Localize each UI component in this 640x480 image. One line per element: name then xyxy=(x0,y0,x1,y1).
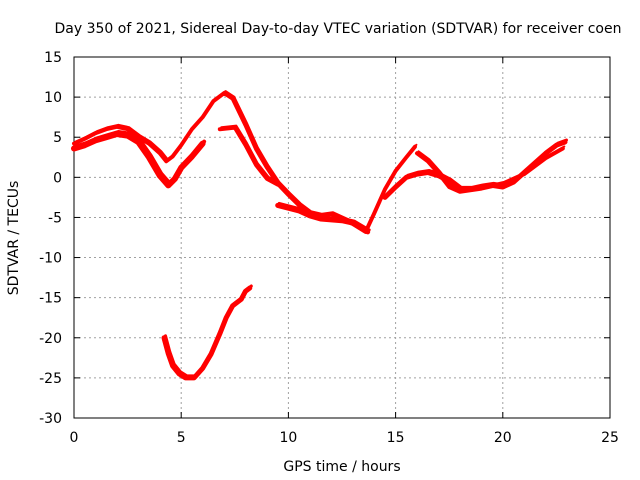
series-arc-late-lower xyxy=(275,202,371,235)
y-tick-label: 0 xyxy=(53,170,62,186)
y-tick-label: -25 xyxy=(39,371,62,387)
series-band-arc-late-lower xyxy=(277,201,371,232)
x-tick-label: 15 xyxy=(387,430,405,446)
y-tick-label: -10 xyxy=(39,251,62,267)
y-tick-label: 5 xyxy=(53,130,62,146)
x-tick-label: 5 xyxy=(177,430,186,446)
series-band-arc-lower-main xyxy=(73,130,207,186)
chart-title: Day 350 of 2021, Sidereal Day-to-day VTE… xyxy=(55,21,622,37)
y-tick-label: -30 xyxy=(39,411,62,427)
y-tick-label: -5 xyxy=(48,210,62,226)
series-band-arc-upper-main xyxy=(74,90,418,231)
grid-lines xyxy=(74,57,610,418)
series-band-arc-recovery xyxy=(384,138,568,197)
y-tick-labels: 15 10 5 0 -5 -10 -15 -20 -25 -30 xyxy=(39,50,62,427)
x-axis-label: GPS time / hours xyxy=(283,459,400,475)
plot-frame xyxy=(73,56,611,419)
x-tick-label: 0 xyxy=(70,430,79,446)
series-band-arc-late-upper xyxy=(220,124,281,184)
x-tick-label: 10 xyxy=(279,430,297,446)
y-tick-label: -20 xyxy=(39,331,62,347)
x-tick-label: 25 xyxy=(601,430,619,446)
series-arc-late-upper xyxy=(217,125,280,187)
tick-marks xyxy=(73,56,611,419)
y-tick-label: 10 xyxy=(44,90,62,106)
series-band-arc-deep-negative xyxy=(164,284,253,378)
x-tick-labels: 0 5 10 15 20 25 xyxy=(70,430,619,446)
series-arc-upper-main xyxy=(72,91,417,234)
x-tick-label: 20 xyxy=(494,430,512,446)
data-series xyxy=(71,90,568,381)
y-tick-label: 15 xyxy=(44,50,62,66)
series-band-arc-recovery-second xyxy=(417,145,566,191)
y-tick-label: -15 xyxy=(39,291,62,307)
y-axis-label: SDTVAR / TECUs xyxy=(6,181,22,296)
